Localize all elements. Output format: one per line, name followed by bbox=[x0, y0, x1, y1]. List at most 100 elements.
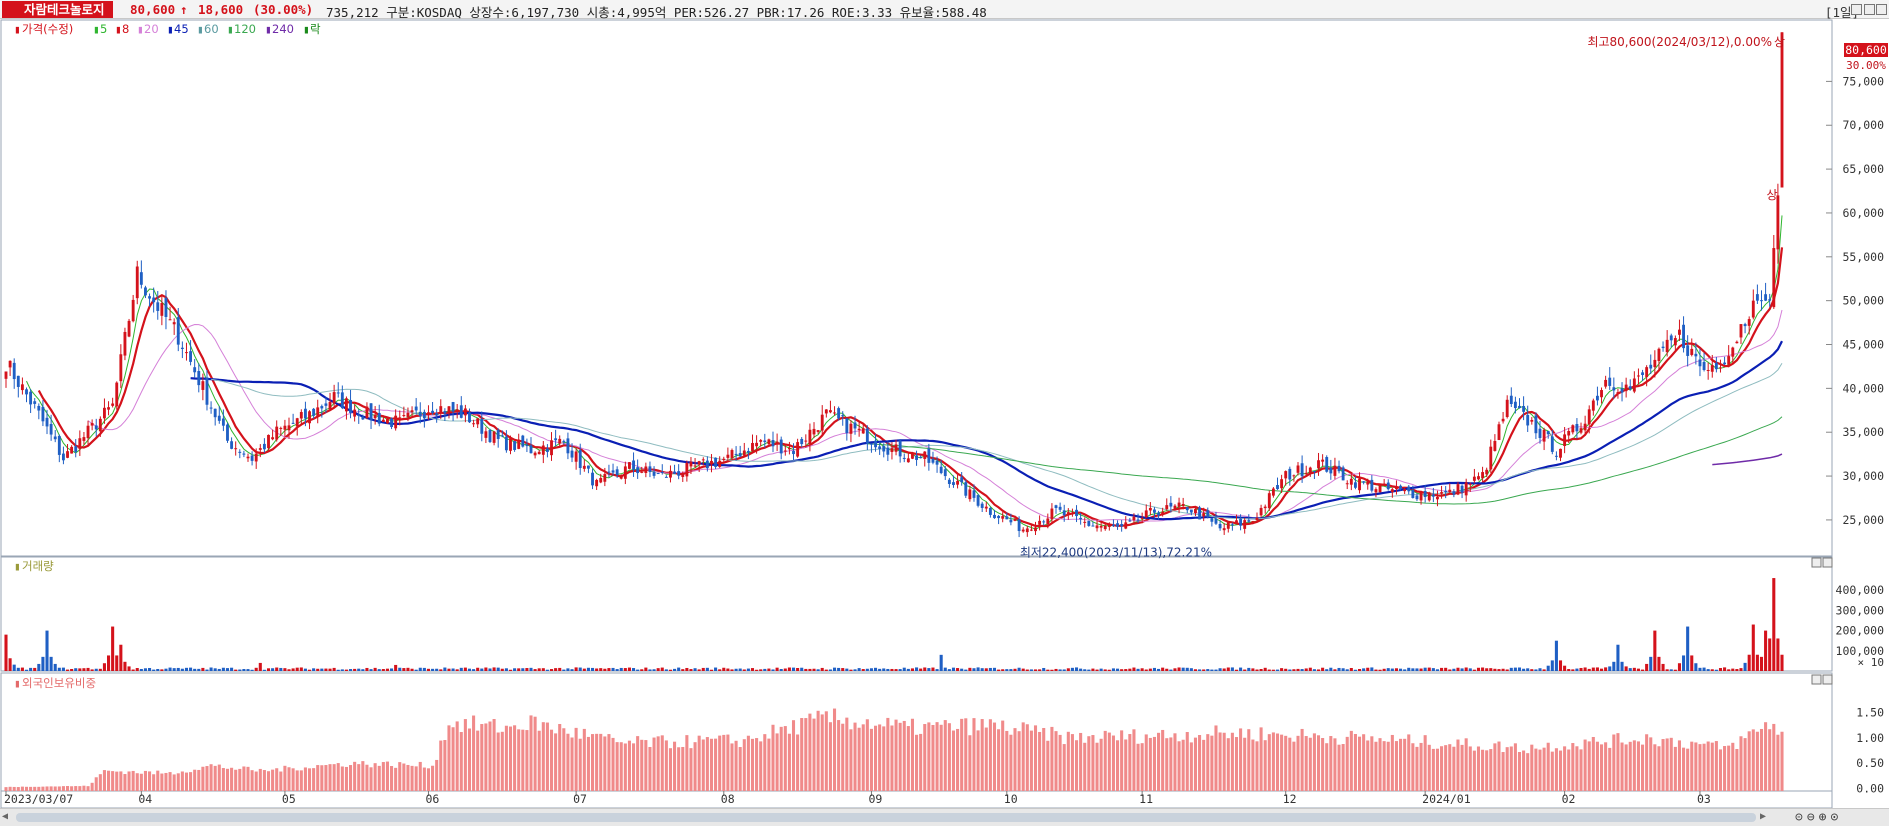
foreign-bar bbox=[1509, 746, 1513, 791]
volume-bar bbox=[627, 667, 631, 671]
foreign-bar bbox=[123, 774, 127, 791]
foreign-bar bbox=[619, 742, 623, 791]
foreign-bar bbox=[668, 748, 672, 791]
foreign-tick-label: 1.00 bbox=[1856, 731, 1884, 745]
panel-control-icon[interactable] bbox=[1811, 557, 1822, 568]
foreign-bar bbox=[414, 766, 418, 791]
foreign-bar bbox=[1776, 734, 1780, 791]
candle-body bbox=[1034, 527, 1037, 532]
ma-legend-marker: ▮ bbox=[167, 23, 174, 36]
foreign-bar bbox=[1394, 741, 1398, 791]
volume-bar bbox=[1571, 669, 1575, 671]
candle-body bbox=[1239, 518, 1243, 526]
volume-bar bbox=[1247, 667, 1251, 671]
zoom-controls[interactable]: ⊝⊖⊕⊙ bbox=[1795, 810, 1842, 825]
foreign-bar bbox=[972, 718, 976, 791]
candle-body bbox=[1563, 434, 1567, 447]
scroll-thumb[interactable] bbox=[16, 813, 1756, 822]
candle-body bbox=[1595, 395, 1599, 401]
foreign-bar bbox=[74, 786, 78, 791]
foreign-bar bbox=[1419, 742, 1423, 791]
horizontal-scrollbar[interactable]: ◀ ▶ ⊝⊖⊕⊙ bbox=[0, 808, 1889, 826]
foreign-bar bbox=[193, 769, 197, 791]
foreign-legend-marker: ▮ bbox=[14, 677, 21, 690]
candle-body bbox=[20, 384, 24, 391]
volume-bar bbox=[500, 668, 504, 671]
stock-name[interactable]: 자람테크놀로지 bbox=[2, 1, 113, 18]
maximize-icon[interactable] bbox=[1864, 4, 1875, 15]
volume-bar bbox=[472, 669, 476, 671]
volume-bar bbox=[1230, 667, 1234, 671]
stock-chart[interactable]: 25,000 30,000 35,000 40,000 45,000 50,000 55,0… bbox=[0, 19, 1889, 808]
volume-bar bbox=[435, 668, 439, 671]
foreign-bar bbox=[1460, 744, 1464, 791]
volume-bar bbox=[127, 666, 131, 671]
volume-bar bbox=[828, 669, 832, 671]
zoom-in-icon[interactable]: ⊕ bbox=[1818, 810, 1831, 825]
candle-body bbox=[677, 471, 681, 476]
volume-bar bbox=[1259, 669, 1263, 671]
zoom-reset-icon[interactable]: ⊝ bbox=[1795, 810, 1807, 825]
foreign-bar bbox=[1550, 751, 1554, 791]
foreign-bar bbox=[689, 748, 693, 791]
panel-control-icon[interactable] bbox=[1811, 674, 1822, 685]
zoom-out-icon[interactable]: ⊖ bbox=[1806, 810, 1819, 825]
foreign-tick-label: 1.50 bbox=[1856, 706, 1884, 720]
candle-body bbox=[1554, 455, 1558, 457]
foreign-bar bbox=[1247, 729, 1251, 791]
scroll-left-icon[interactable]: ◀ bbox=[2, 811, 9, 822]
candle-body bbox=[1698, 359, 1702, 367]
foreign-bar bbox=[500, 731, 504, 791]
candle-body bbox=[1144, 510, 1148, 518]
close-icon[interactable] bbox=[1876, 4, 1887, 15]
foreign-bar bbox=[1025, 724, 1029, 791]
volume-bar bbox=[238, 669, 242, 671]
foreign-bar bbox=[1333, 738, 1337, 791]
candle-body bbox=[1501, 418, 1505, 422]
foreign-bar bbox=[1505, 747, 1509, 791]
scroll-right-icon[interactable]: ▶ bbox=[1760, 811, 1767, 822]
volume-bar bbox=[943, 667, 947, 671]
period-selector[interactable]: [1일] bbox=[1824, 5, 1859, 20]
foreign-bar bbox=[1747, 731, 1751, 791]
panel-control-icon[interactable] bbox=[1822, 557, 1833, 568]
candle-body bbox=[541, 445, 545, 455]
ma-legend-marker: ▮ bbox=[227, 23, 234, 36]
candle-body bbox=[1075, 509, 1078, 517]
candle-body bbox=[1099, 526, 1103, 528]
candle-body bbox=[1230, 524, 1234, 526]
foreign-bar bbox=[107, 770, 111, 791]
volume-bar bbox=[262, 669, 266, 671]
candle-body bbox=[660, 472, 664, 474]
volume-bar bbox=[1001, 669, 1005, 671]
panel-control-icon[interactable] bbox=[1822, 674, 1833, 685]
foreign-ownership-bars bbox=[4, 708, 1784, 791]
candle-body bbox=[332, 392, 336, 404]
foreign-bar bbox=[1530, 744, 1534, 791]
minimize-icon[interactable] bbox=[1851, 4, 1862, 15]
volume-bar bbox=[70, 668, 74, 671]
foreign-bar bbox=[1575, 746, 1579, 791]
volume-bar bbox=[1345, 669, 1349, 671]
candle-body bbox=[755, 442, 759, 447]
candle-body bbox=[148, 296, 151, 299]
foreign-bar bbox=[1513, 743, 1517, 791]
foreign-bar bbox=[209, 764, 213, 791]
price-tick-label: 75,000 bbox=[1842, 74, 1884, 88]
candle-body bbox=[1731, 347, 1735, 357]
foreign-bar bbox=[804, 718, 808, 791]
candle-body bbox=[94, 425, 98, 430]
foreign-bar bbox=[656, 736, 660, 791]
foreign-bar bbox=[156, 770, 160, 791]
foreign-bar bbox=[1759, 728, 1764, 791]
foreign-bar bbox=[1021, 722, 1025, 791]
up-arrow-icon: ↑ bbox=[180, 2, 188, 17]
volume-bar bbox=[1222, 668, 1226, 671]
volume-bar bbox=[791, 667, 796, 671]
candle-body bbox=[980, 503, 984, 508]
volume-bar bbox=[1608, 666, 1612, 671]
volume-bar bbox=[1620, 661, 1624, 671]
foreign-bar bbox=[533, 716, 537, 791]
zoom-fit-icon[interactable]: ⊙ bbox=[1830, 810, 1843, 825]
volume-bar bbox=[972, 668, 976, 671]
